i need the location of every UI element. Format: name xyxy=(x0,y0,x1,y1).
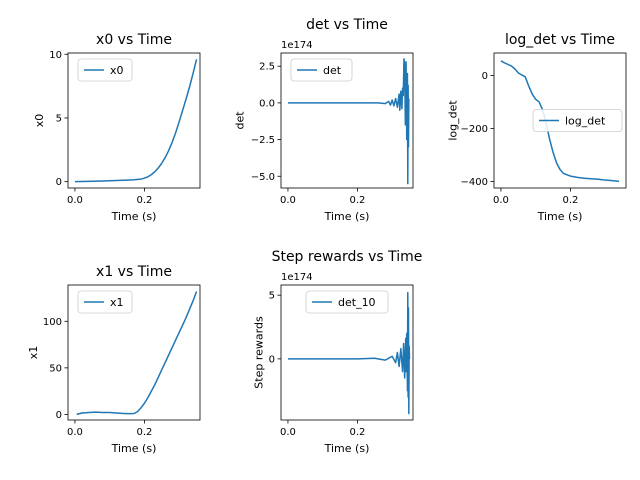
y-tick-label: 0 xyxy=(56,177,62,188)
subplot-title: x0 vs Time xyxy=(96,32,172,48)
y-axis-label: x0 xyxy=(33,114,46,128)
y-tick-label: −200 xyxy=(461,124,488,135)
legend-box xyxy=(305,290,389,314)
x-tick-label: 0.0 xyxy=(280,427,296,438)
y-tick-label: 2.5 xyxy=(259,62,275,73)
axes-frame xyxy=(67,284,201,421)
x-tick-label: 0.0 xyxy=(67,427,83,438)
subplots: 0.0 0.2 0 5 10 x0 vs Time Time (s) x0 x0 0.0 0.2 −5… xyxy=(27,17,627,455)
x-axis-label: Time (s) xyxy=(111,210,157,223)
y-tick-label: 0 xyxy=(56,410,62,421)
y-tick-label: 50 xyxy=(49,363,62,374)
y-tick-label: −400 xyxy=(461,177,488,188)
x-axis-label: Time (s) xyxy=(537,210,583,223)
axes-frame xyxy=(280,284,414,421)
subplot-step-rewards-vs-time: 0.0 0.2 0 5 Step rewards vs Time 1e174 Time (s… xyxy=(253,249,423,455)
subplot-title: det vs Time xyxy=(306,17,388,33)
subplot-title: log_det vs Time xyxy=(505,32,615,48)
subplot-log-det-vs-time: 0.0 0.2 −400 −200 0 log_det vs Time Time (s) lo… xyxy=(446,32,627,223)
y-tick-label: 0 xyxy=(482,71,488,82)
y-tick-label: −2.5 xyxy=(251,135,275,146)
series-line-x0 xyxy=(74,59,198,183)
legend: det_10 xyxy=(305,290,389,314)
x-tick-label: 0.0 xyxy=(67,195,83,206)
axes-frame xyxy=(280,52,414,189)
y-tick-label: 0 xyxy=(269,354,275,365)
x-tick-label: 0.2 xyxy=(136,195,152,206)
legend: det xyxy=(290,58,353,82)
legend-label: x1 xyxy=(110,296,124,309)
y-offset-label: 1e174 xyxy=(281,40,313,51)
subplot-x0-vs-time: 0.0 0.2 0 5 10 x0 vs Time Time (s) x0 x0 xyxy=(33,32,201,223)
y-tick-label: 5 xyxy=(56,113,62,124)
subplot-title: Step rewards vs Time xyxy=(272,249,423,265)
x-tick-label: 0.2 xyxy=(136,427,152,438)
y-axis-label: Step rewards xyxy=(253,316,266,389)
y-axis-label: log_det xyxy=(446,100,459,141)
legend-box xyxy=(77,290,133,314)
legend-label: x0 xyxy=(110,64,124,77)
y-tick-label: −5.0 xyxy=(251,172,275,183)
series-line-det-10 xyxy=(287,291,411,415)
subplot-det-vs-time: 0.0 0.2 −5.0 −2.5 0.0 2.5 det vs Time 1e174 Time… xyxy=(233,17,414,223)
y-tick-label: 5 xyxy=(269,291,275,302)
subplot-title: x1 vs Time xyxy=(96,264,172,280)
y-tick-label: 0.0 xyxy=(259,98,275,109)
x-tick-label: 0.2 xyxy=(349,195,365,206)
legend-box xyxy=(532,109,623,132)
x-axis-label: Time (s) xyxy=(111,442,157,455)
legend: x0 xyxy=(77,58,133,82)
series-line-x1 xyxy=(76,291,198,416)
legend: log_det xyxy=(532,109,623,132)
legend-label: log_det xyxy=(565,115,606,128)
legend-box xyxy=(290,58,353,82)
x-tick-label: 0.0 xyxy=(493,195,509,206)
subplot-x1-vs-time: 0.0 0.2 0 50 100 x1 vs Time Time (s) x1 x1 xyxy=(27,264,201,455)
series-line-det xyxy=(287,58,410,185)
legend: x1 xyxy=(77,290,133,314)
x-tick-label: 0.2 xyxy=(349,427,365,438)
y-tick-label: 100 xyxy=(43,317,62,328)
y-axis-label: det xyxy=(233,111,246,130)
y-tick-label: 10 xyxy=(49,50,62,61)
legend-label: det_10 xyxy=(338,296,376,309)
x-axis-label: Time (s) xyxy=(324,442,370,455)
legend-box xyxy=(77,58,133,82)
axes-frame xyxy=(67,52,201,189)
x-tick-label: 0.0 xyxy=(280,195,296,206)
x-axis-label: Time (s) xyxy=(324,210,370,223)
y-offset-label: 1e174 xyxy=(281,272,313,283)
y-axis-label: x1 xyxy=(27,346,40,360)
x-tick-label: 0.2 xyxy=(562,195,578,206)
legend-label: det xyxy=(323,64,342,77)
axes-frame xyxy=(493,52,627,189)
